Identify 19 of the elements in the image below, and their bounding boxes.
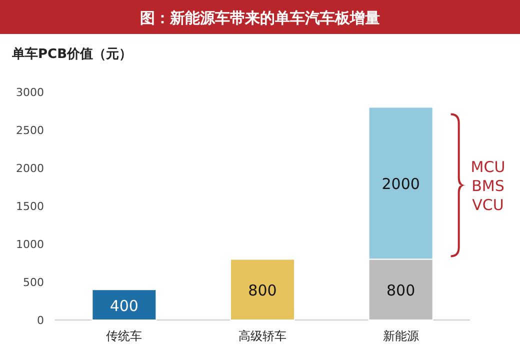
- y-tick-label: 0: [37, 314, 44, 327]
- data-label: 2000: [382, 175, 420, 194]
- x-tick-label: 高级轿车: [238, 329, 286, 343]
- data-label: 800: [248, 282, 277, 300]
- data-label: 800: [386, 282, 416, 300]
- text: MCU BMS VCU: [470, 158, 506, 214]
- x-tick-label: 新能源: [382, 329, 419, 343]
- y-tick-label: 2000: [16, 162, 44, 175]
- chart-title: 图：新能源车带来的单车汽车板增量: [140, 9, 380, 27]
- y-tick-label: 500: [23, 276, 44, 289]
- y-tick-label: 1500: [16, 200, 44, 213]
- data-label: 400: [110, 296, 138, 315]
- bar: [92, 289, 157, 320]
- y-axis-title: 单车PCB价值（元）: [11, 46, 132, 62]
- y-tick-label: 1000: [16, 238, 44, 251]
- y-tick-label: 3000: [16, 86, 44, 99]
- x-tick-label: 传统车: [106, 329, 142, 343]
- y-tick-label: 2500: [16, 124, 44, 137]
- bar: [230, 258, 295, 320]
